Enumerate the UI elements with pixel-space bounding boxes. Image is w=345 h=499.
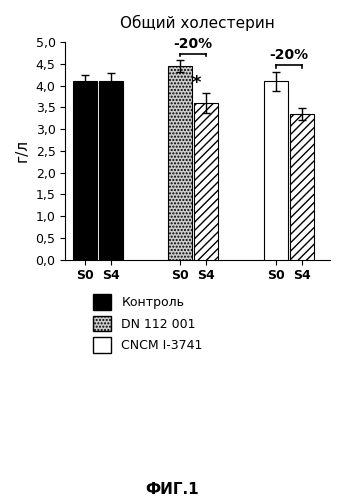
Legend: Контроль, DN 112 001, CNCM I-3741: Контроль, DN 112 001, CNCM I-3741 (93, 294, 203, 353)
Text: ФИГ.1: ФИГ.1 (146, 482, 199, 497)
Text: *: * (192, 74, 201, 92)
Bar (99, 81, 123, 260)
Title: Общий холестерин: Общий холестерин (120, 15, 275, 31)
Bar (264, 81, 288, 260)
Y-axis label: г/л: г/л (15, 139, 30, 163)
Text: -20%: -20% (174, 37, 213, 51)
Bar (290, 114, 314, 260)
Bar (168, 66, 192, 260)
Text: -20%: -20% (269, 48, 308, 62)
Bar (194, 103, 218, 260)
Bar (73, 81, 97, 260)
